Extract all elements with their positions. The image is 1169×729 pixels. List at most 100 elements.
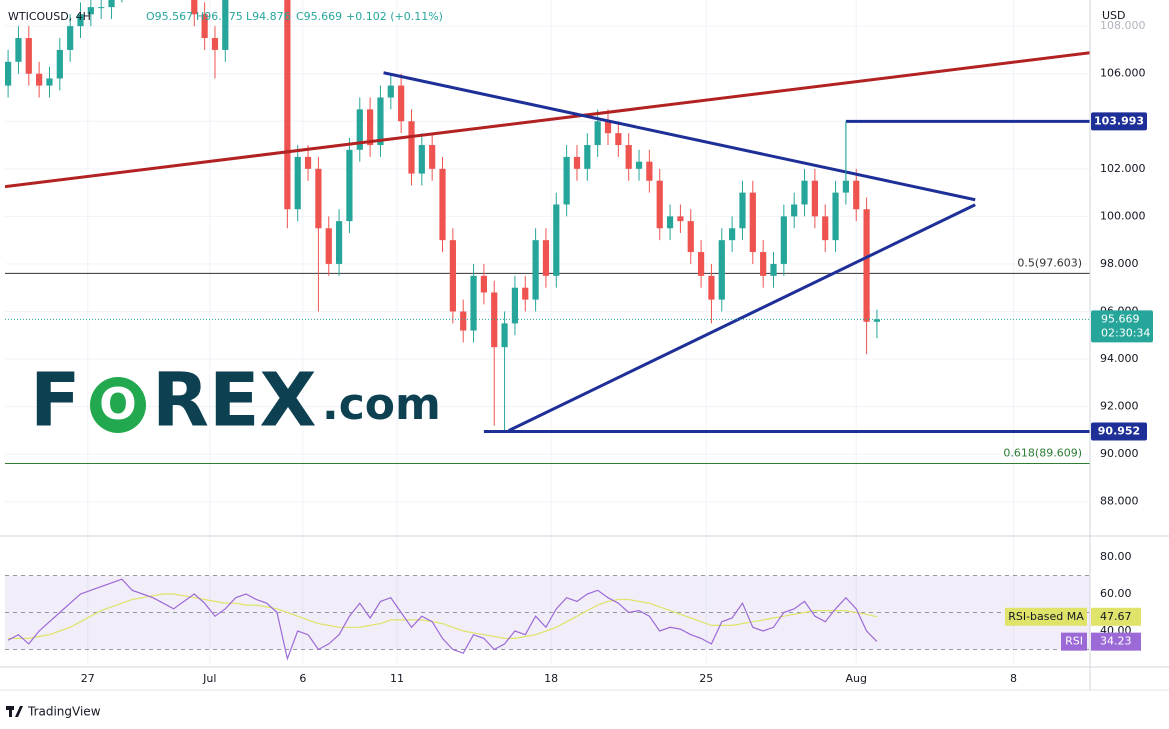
candle-body xyxy=(15,38,22,62)
legend-name: RSI-based MA xyxy=(1008,610,1084,623)
candle-body xyxy=(367,109,374,146)
candle-body xyxy=(25,38,32,74)
candle-body xyxy=(56,49,63,79)
candle-body xyxy=(708,275,715,300)
footer-icon xyxy=(9,706,12,717)
x-tick-label: 11 xyxy=(390,672,404,685)
grid-layer xyxy=(5,0,1090,665)
logo-o-circle xyxy=(90,377,146,433)
candle-body xyxy=(760,252,767,276)
ohlc-legend: O95.567 H96.075 L94.876 C95.669 +0.102 (… xyxy=(146,10,443,23)
candle-body xyxy=(729,228,736,241)
candle-body xyxy=(294,156,301,210)
y-tick-label: 60.00 xyxy=(1100,587,1132,600)
logo-part: O xyxy=(99,379,136,430)
rsi-pane xyxy=(5,574,1090,661)
ohlc-value: O95.567 xyxy=(146,10,193,23)
last-price-label: 95.669 xyxy=(1101,312,1140,325)
countdown: 02:30:34 xyxy=(1101,326,1150,339)
candle-body xyxy=(284,0,291,210)
candle-body xyxy=(356,109,363,150)
candle-body xyxy=(532,240,539,300)
candle-body xyxy=(77,14,84,27)
x-tick-label: Aug xyxy=(846,672,867,685)
candle-body xyxy=(718,240,725,300)
last-price-tag xyxy=(1091,310,1153,343)
candle-body xyxy=(780,216,787,264)
rsi-line xyxy=(7,578,878,661)
legend-name-box xyxy=(1005,607,1087,626)
candle-body xyxy=(108,0,115,8)
candle-body xyxy=(770,263,777,276)
logo-part: .com xyxy=(322,379,441,430)
candle-body xyxy=(429,145,436,169)
y-tick-label: 92.000 xyxy=(1100,400,1139,413)
y-tick-label: 94.000 xyxy=(1100,352,1139,365)
candle-body xyxy=(666,216,674,229)
candle-body xyxy=(687,221,694,253)
candle-body xyxy=(201,14,208,39)
y-tick-label: 106.000 xyxy=(1100,67,1146,80)
candle-body xyxy=(222,0,229,50)
candle-body xyxy=(656,180,663,229)
x-tick-label: 25 xyxy=(699,672,713,685)
candle-body xyxy=(449,240,456,312)
candle-body xyxy=(36,73,43,86)
candle-body xyxy=(791,204,798,217)
candle-body xyxy=(542,240,550,276)
candle-body xyxy=(418,145,425,174)
candle-body xyxy=(604,121,612,134)
candle-body xyxy=(749,192,756,253)
fib-label: 0.5(97.603) xyxy=(1017,256,1082,269)
candle-body xyxy=(439,168,446,241)
candle-body xyxy=(377,97,384,146)
x-tick-label: 18 xyxy=(544,672,558,685)
ohlc-value: H96.075 xyxy=(196,10,243,23)
footer-logo: TradingView xyxy=(6,705,101,719)
level-tag xyxy=(1091,112,1147,131)
legend-name-box xyxy=(1061,632,1087,651)
candle-body xyxy=(822,216,829,241)
candle-body xyxy=(211,38,219,50)
candle-body xyxy=(677,216,684,222)
fib-label: 0.618(89.609) xyxy=(1003,446,1082,459)
logo-part: F xyxy=(30,358,81,444)
ohlc-value: L94.876 xyxy=(246,10,291,23)
candle-body xyxy=(594,121,601,146)
y-tick-label: 98.000 xyxy=(1100,257,1139,270)
candle-body xyxy=(315,168,322,229)
candle-body xyxy=(480,275,487,293)
candle-body xyxy=(387,85,394,98)
candle-body xyxy=(408,121,415,174)
level-tag-label: 103.993 xyxy=(1094,114,1144,127)
candle-body xyxy=(511,287,519,324)
ohlc-value: C95.669 xyxy=(296,10,342,23)
candle-body xyxy=(853,180,860,210)
x-tick-label: 6 xyxy=(299,672,306,685)
rsi-line xyxy=(8,593,878,639)
x-tick-label: 8 xyxy=(1010,672,1017,685)
level-tag-label: 90.952 xyxy=(1098,425,1140,438)
value-tag-label: 47.67 xyxy=(1100,610,1132,623)
y-tick-label: 80.00 xyxy=(1100,550,1132,563)
candle-body xyxy=(697,252,705,276)
candle-body xyxy=(522,287,529,300)
trendline xyxy=(508,203,976,432)
y-tick-label: 88.000 xyxy=(1100,495,1139,508)
candle-body xyxy=(46,78,53,86)
ohlc-change: +0.102 (+0.11%) xyxy=(346,10,443,23)
candle-body xyxy=(67,26,74,50)
trendline xyxy=(5,51,1090,189)
value-tag xyxy=(1091,632,1141,651)
candle-body xyxy=(584,145,591,169)
legend-name: RSI xyxy=(1065,635,1083,648)
candle-body xyxy=(615,133,622,146)
x-tick-label: Jul xyxy=(202,672,216,685)
logo: F O REX .com xyxy=(30,358,441,444)
candle-body xyxy=(811,180,818,217)
candle-body xyxy=(573,156,581,169)
candle-body xyxy=(739,192,746,229)
logo-part: REX xyxy=(152,358,317,444)
